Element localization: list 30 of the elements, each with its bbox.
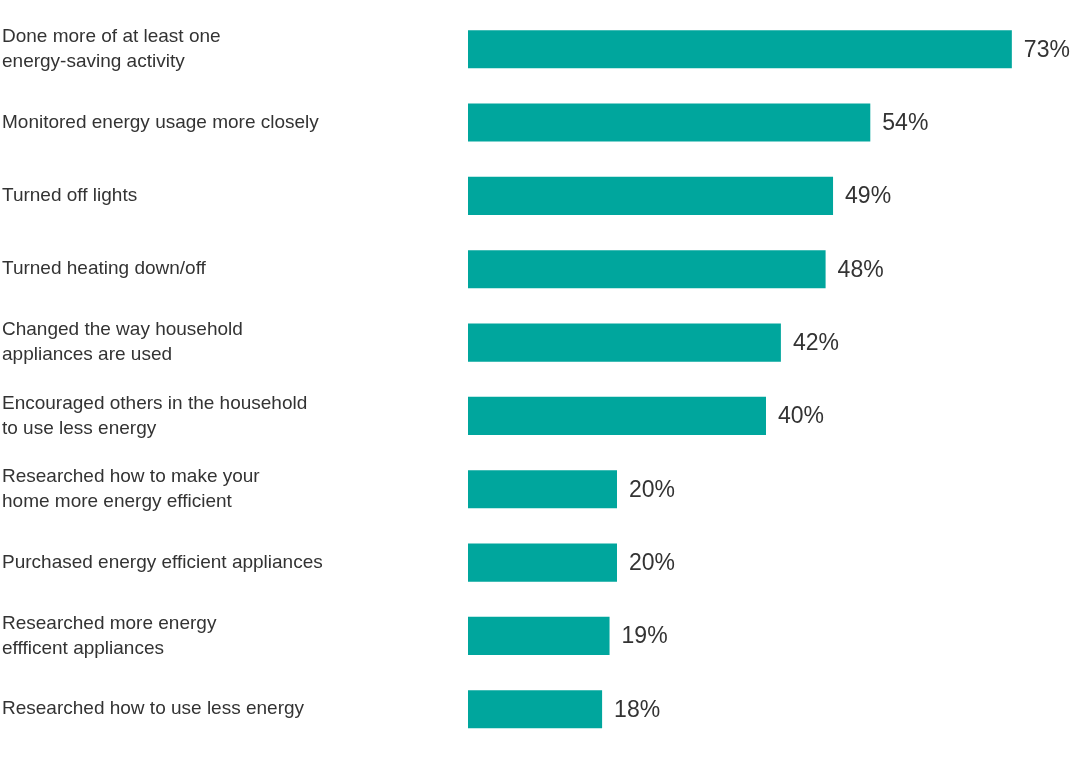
y-tick-label: Researched more energy effficent appliances bbox=[2, 611, 217, 658]
bar bbox=[468, 30, 1012, 69]
data-label: 40% bbox=[777, 402, 825, 429]
bar bbox=[468, 543, 617, 582]
data-label: 73% bbox=[1023, 35, 1070, 62]
y-tick-label: Researched how to use less energy bbox=[2, 697, 305, 719]
data-label: 20% bbox=[629, 475, 676, 502]
bar bbox=[468, 616, 610, 655]
data-label: 19% bbox=[621, 622, 668, 649]
y-tick-label: Turned heating down/off bbox=[2, 257, 207, 279]
bar bbox=[468, 176, 834, 215]
bar bbox=[468, 323, 781, 362]
data-label: 49% bbox=[845, 182, 892, 209]
y-tick-label: Researched how to make your home more energy efficient bbox=[2, 464, 261, 512]
y-tick-label: Changed the way household appliances are used bbox=[2, 318, 243, 365]
bar bbox=[468, 396, 766, 435]
bar bbox=[468, 470, 617, 509]
y-tick-label: Monitored energy usage more closely bbox=[2, 110, 320, 132]
data-label: 20% bbox=[629, 548, 676, 575]
data-label: 48% bbox=[837, 255, 884, 282]
data-label: 42% bbox=[792, 328, 839, 355]
y-tick-label: Turned off lights bbox=[2, 184, 138, 206]
y-tick-label: Encouraged others in the household to use less energy bbox=[2, 391, 308, 438]
data-label: 18% bbox=[614, 695, 661, 722]
y-tick-label: Done more of at least one energy-saving activity bbox=[2, 24, 221, 71]
data-label: 54% bbox=[882, 108, 929, 135]
bar bbox=[468, 103, 871, 142]
y-tick-label: Purchased energy efficient appliances bbox=[2, 550, 323, 572]
bar bbox=[468, 690, 603, 729]
bar bbox=[468, 250, 826, 289]
